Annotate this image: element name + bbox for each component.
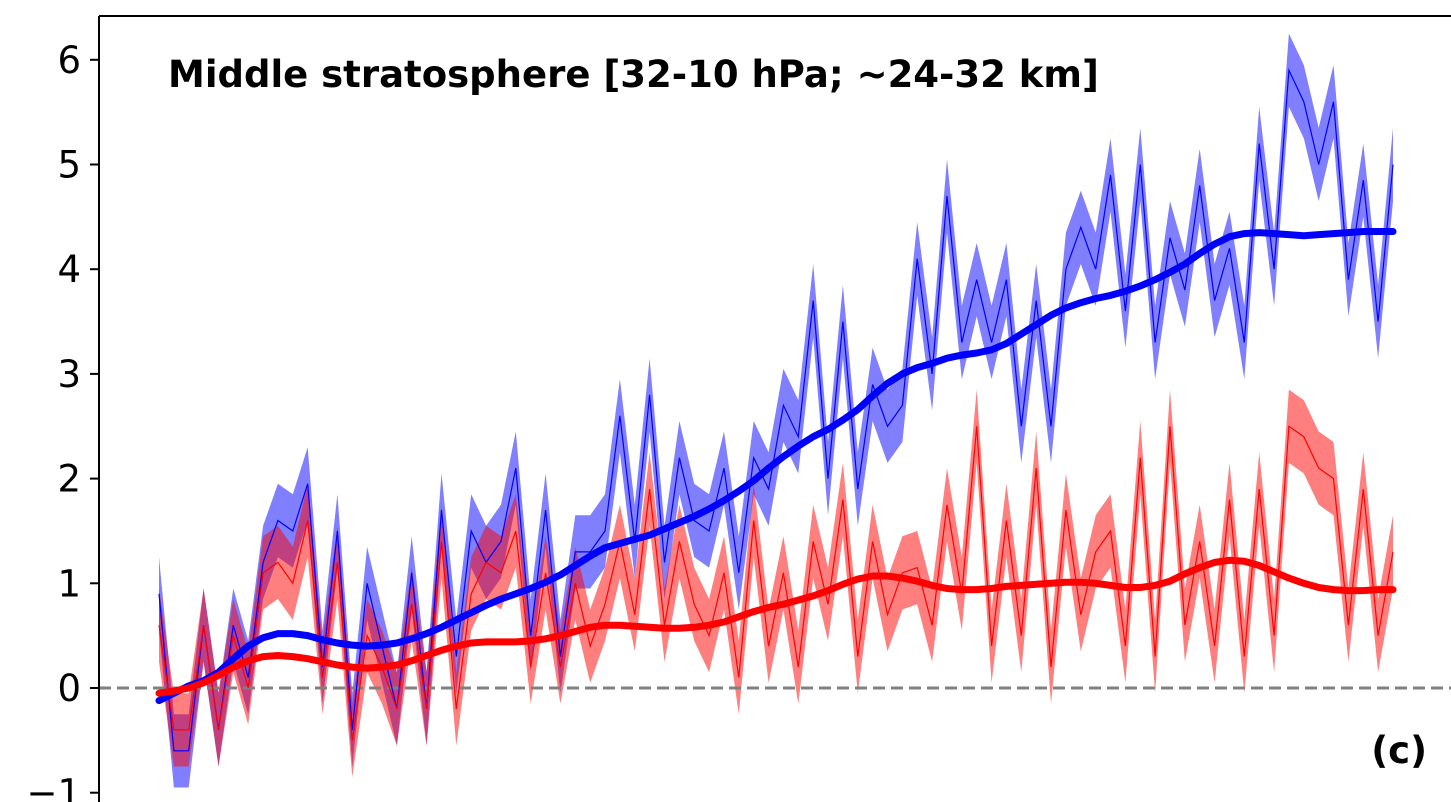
y-ticks: −1 0 1 2 3 4 5 6 bbox=[26, 39, 99, 802]
y-tick-label: 6 bbox=[57, 39, 81, 82]
series-2-annual-line bbox=[158, 425, 1394, 741]
series-2-uncertainty-band bbox=[159, 389, 1393, 777]
y-tick-label: −1 bbox=[26, 772, 81, 802]
y-tick-label: 0 bbox=[57, 667, 81, 710]
series-1-annual-line bbox=[158, 67, 1394, 752]
y-tick-label: 4 bbox=[57, 248, 81, 291]
y-tick-label: 5 bbox=[57, 144, 81, 187]
series-2-smoothed-line bbox=[155, 556, 1397, 697]
panel-label: (c) bbox=[1371, 729, 1427, 772]
series-1-uncertainty-band bbox=[159, 33, 1393, 788]
y-tick-label: 1 bbox=[57, 562, 81, 605]
annual-series-lines bbox=[158, 67, 1394, 752]
y-tick-label: 2 bbox=[57, 458, 81, 501]
smoothed-series-lines bbox=[155, 228, 1397, 705]
series-1-smoothed-line bbox=[155, 228, 1397, 705]
chart-title: Middle stratosphere [32-10 hPa; ~24-32 k… bbox=[168, 53, 1099, 96]
confidence-bands bbox=[159, 33, 1393, 788]
y-tick-label: 3 bbox=[57, 353, 81, 396]
